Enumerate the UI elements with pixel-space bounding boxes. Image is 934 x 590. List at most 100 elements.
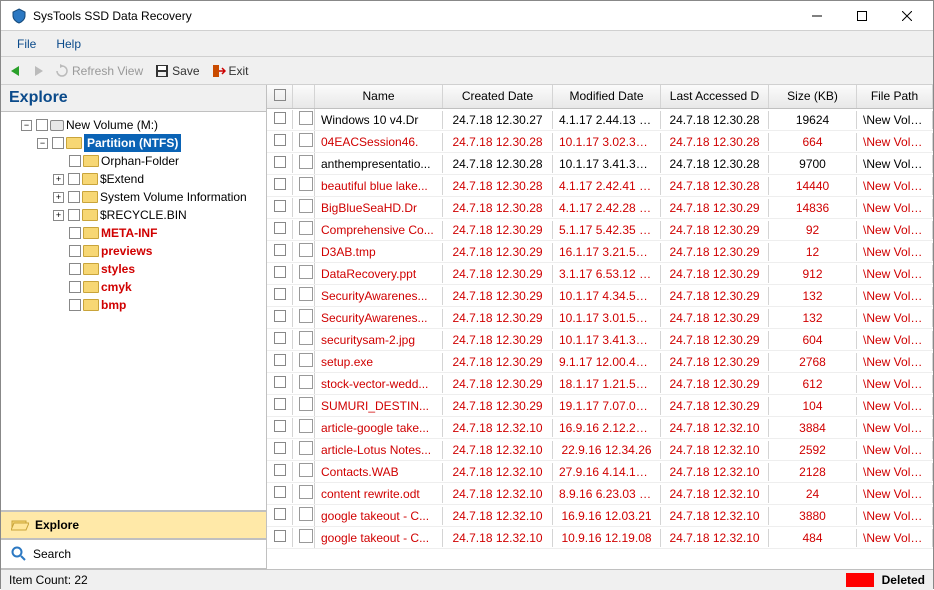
col-accessed[interactable]: Last Accessed D — [661, 85, 769, 108]
row-checkbox[interactable] — [267, 440, 293, 459]
tree-expand-icon[interactable]: + — [53, 192, 64, 203]
tree-item-label[interactable]: bmp — [101, 296, 126, 314]
exit-button[interactable]: Exit — [208, 62, 253, 80]
tree-item-label[interactable]: META-INF — [101, 224, 157, 242]
nav-search[interactable]: Search — [1, 539, 266, 569]
cell-name: Comprehensive Co... — [315, 221, 443, 239]
tree-checkbox[interactable] — [69, 299, 81, 311]
tree-item-label[interactable]: cmyk — [101, 278, 132, 296]
cell-size: 2768 — [769, 353, 857, 371]
tree-checkbox[interactable] — [68, 173, 80, 185]
row-checkbox[interactable] — [267, 220, 293, 239]
cell-size: 132 — [769, 287, 857, 305]
row-checkbox[interactable] — [267, 176, 293, 195]
col-size[interactable]: Size (KB) — [769, 85, 857, 108]
row-checkbox[interactable] — [267, 528, 293, 547]
table-row[interactable]: anthempresentatio...24.7.18 12.30.2810.1… — [267, 153, 933, 175]
row-checkbox[interactable] — [267, 396, 293, 415]
menu-file[interactable]: File — [7, 37, 46, 51]
table-row[interactable]: Comprehensive Co...24.7.18 12.30.295.1.1… — [267, 219, 933, 241]
col-checkbox[interactable] — [267, 85, 293, 108]
row-checkbox[interactable] — [267, 286, 293, 305]
col-created[interactable]: Created Date — [443, 85, 553, 108]
col-modified[interactable]: Modified Date — [553, 85, 661, 108]
table-row[interactable]: BigBlueSeaHD.Dr24.7.18 12.30.284.1.17 2.… — [267, 197, 933, 219]
tree-item-label[interactable]: $Extend — [100, 170, 144, 188]
row-checkbox[interactable] — [267, 352, 293, 371]
tree-collapse-icon[interactable]: − — [21, 120, 32, 131]
tree-item-label[interactable]: System Volume Information — [100, 188, 247, 206]
col-path[interactable]: File Path — [857, 85, 933, 108]
row-checkbox[interactable] — [267, 154, 293, 173]
tree-expand-icon[interactable]: + — [53, 210, 64, 221]
tree-checkbox[interactable] — [69, 263, 81, 275]
table-row[interactable]: article-google take...24.7.18 12.32.1016… — [267, 417, 933, 439]
table-row[interactable]: Contacts.WAB24.7.18 12.32.1027.9.16 4.14… — [267, 461, 933, 483]
tree-checkbox[interactable] — [36, 119, 48, 131]
table-row[interactable]: beautiful blue lake...24.7.18 12.30.284.… — [267, 175, 933, 197]
row-checkbox[interactable] — [267, 110, 293, 129]
table-row[interactable]: content rewrite.odt24.7.18 12.32.108.9.1… — [267, 483, 933, 505]
table-row[interactable]: 04EACSession46.24.7.18 12.30.2810.1.17 3… — [267, 131, 933, 153]
cell-path: \New Volume(M:)\... — [857, 397, 933, 415]
table-row[interactable]: DataRecovery.ppt24.7.18 12.30.293.1.17 6… — [267, 263, 933, 285]
tree-checkbox[interactable] — [68, 209, 80, 221]
tree-checkbox[interactable] — [69, 245, 81, 257]
minimize-button[interactable] — [794, 1, 839, 30]
table-row[interactable]: D3AB.tmp24.7.18 12.30.2916.1.17 3.21.59 … — [267, 241, 933, 263]
tree-checkbox[interactable] — [69, 227, 81, 239]
tree-expand-icon[interactable]: + — [53, 174, 64, 185]
row-checkbox[interactable] — [267, 264, 293, 283]
row-checkbox[interactable] — [267, 418, 293, 437]
row-checkbox[interactable] — [267, 462, 293, 481]
table-row[interactable]: google takeout - C...24.7.18 12.32.1016.… — [267, 505, 933, 527]
tree-partition-label[interactable]: Partition (NTFS) — [84, 134, 181, 152]
tree-item-label[interactable]: styles — [101, 260, 135, 278]
tree-item-label[interactable]: $RECYCLE.BIN — [100, 206, 187, 224]
refresh-button[interactable]: Refresh View — [51, 62, 147, 80]
save-button[interactable]: Save — [151, 62, 203, 80]
table-row[interactable]: Windows 10 v4.Dr24.7.18 12.30.274.1.17 2… — [267, 109, 933, 131]
cell-accessed: 24.7.18 12.30.28 — [661, 177, 769, 195]
row-checkbox[interactable] — [267, 242, 293, 261]
legend-deleted-box — [846, 573, 874, 587]
tree-collapse-icon[interactable]: − — [37, 138, 48, 149]
cell-path: \New Volume(M:)\... — [857, 331, 933, 349]
row-checkbox[interactable] — [267, 132, 293, 151]
table-row[interactable]: article-Lotus Notes...24.7.18 12.32.1022… — [267, 439, 933, 461]
tree-checkbox[interactable] — [69, 281, 81, 293]
grid-body[interactable]: Windows 10 v4.Dr24.7.18 12.30.274.1.17 2… — [267, 109, 933, 569]
cell-modified: 10.1.17 3.02.32 PM — [553, 133, 661, 151]
nav-back-button[interactable] — [7, 64, 25, 78]
table-row[interactable]: SecurityAwarenes...24.7.18 12.30.2910.1.… — [267, 307, 933, 329]
tree-item-label[interactable]: previews — [101, 242, 152, 260]
tree-checkbox[interactable] — [68, 191, 80, 203]
tree-root-label[interactable]: New Volume (M:) — [66, 116, 158, 134]
table-row[interactable]: stock-vector-wedd...24.7.18 12.30.2918.1… — [267, 373, 933, 395]
col-name[interactable]: Name — [315, 85, 443, 108]
maximize-button[interactable] — [839, 1, 884, 30]
table-row[interactable]: setup.exe24.7.18 12.30.299.1.17 12.00.47… — [267, 351, 933, 373]
close-button[interactable] — [884, 1, 929, 30]
drive-icon — [50, 120, 64, 131]
row-checkbox[interactable] — [267, 330, 293, 349]
cell-path: \New Volume(M:)\... — [857, 221, 933, 239]
menu-help[interactable]: Help — [46, 37, 91, 51]
save-label: Save — [172, 64, 199, 78]
row-checkbox[interactable] — [267, 198, 293, 217]
tree-checkbox[interactable] — [52, 137, 64, 149]
row-checkbox[interactable] — [267, 506, 293, 525]
table-row[interactable]: SecurityAwarenes...24.7.18 12.30.2910.1.… — [267, 285, 933, 307]
row-checkbox[interactable] — [267, 374, 293, 393]
table-row[interactable]: securitysam-2.jpg24.7.18 12.30.2910.1.17… — [267, 329, 933, 351]
folder-tree[interactable]: − New Volume (M:) − Partition (NTFS) — [1, 112, 266, 511]
cell-created: 24.7.18 12.30.29 — [443, 265, 553, 283]
tree-item-label[interactable]: Orphan-Folder — [101, 152, 179, 170]
tree-checkbox[interactable] — [69, 155, 81, 167]
table-row[interactable]: SUMURI_DESTIN...24.7.18 12.30.2919.1.17 … — [267, 395, 933, 417]
row-checkbox[interactable] — [267, 308, 293, 327]
nav-explore[interactable]: Explore — [1, 511, 266, 539]
nav-forward-button[interactable] — [29, 64, 47, 78]
row-checkbox[interactable] — [267, 484, 293, 503]
table-row[interactable]: google takeout - C...24.7.18 12.32.1010.… — [267, 527, 933, 549]
